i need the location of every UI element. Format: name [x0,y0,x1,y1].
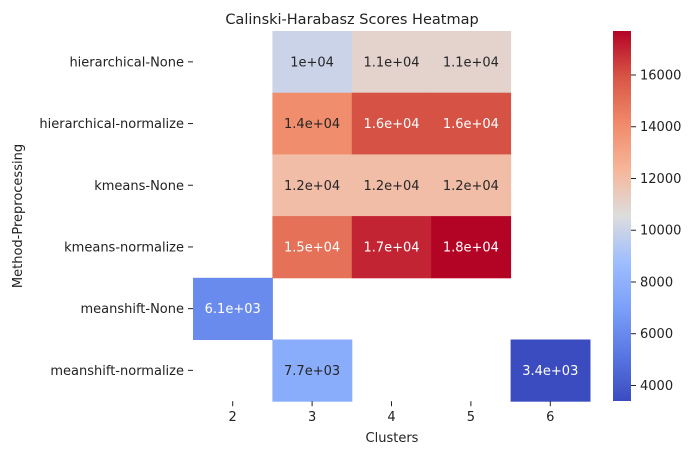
heatmap-cell [351,92,432,155]
cell-annotations: 1e+04 1.1e+04 1.1e+04 1.4e+04 1.6e+04 1.6e+04… [205,55,579,379]
cell-annotation: 1e+04 [290,55,334,70]
cell-annotation: 1.2e+04 [443,179,499,194]
y-axis-label: Method-Preprocessing [11,144,26,288]
colorbar-tick-label: 14000 [640,120,681,135]
heatmap-cell [272,339,353,402]
colorbar-tick-label: 4000 [640,379,673,394]
heatmap-cell [351,154,432,217]
cell-annotation: 7.7e+03 [284,364,340,379]
colorbar-tick-label: 12000 [640,172,681,187]
cell-annotation: 1.6e+04 [363,117,419,132]
x-tick-label: 4 [387,410,395,425]
heatmap-cell [351,216,432,279]
cell-annotation: 1.5e+04 [284,240,340,255]
heatmap-cell [193,277,273,340]
y-tick-label: hierarchical-normalize [39,117,184,132]
x-axis: 2 3 4 5 6 [229,401,554,425]
heatmap-cell [431,92,512,155]
cell-annotation: 1.7e+04 [363,240,419,255]
heatmap-cell [431,31,512,94]
cell-annotation: 3.4e+03 [522,364,578,379]
y-tick-label: meanshift-None [80,302,184,317]
colorbar-tick-label: 6000 [640,327,673,342]
heatmap-cell [431,216,512,279]
cell-annotation: 1.1e+04 [443,55,499,70]
heatmap-cell [272,216,353,279]
cell-annotation: 1.8e+04 [443,240,499,255]
heatmap-cell [510,339,591,402]
y-axis: hierarchical-None hierarchical-normalize k… [39,55,193,379]
cell-annotation: 1.2e+04 [363,179,419,194]
x-tick-label: 5 [467,410,475,425]
heatmap-cell [272,154,353,217]
colorbar [613,31,631,401]
x-tick-label: 3 [308,410,316,425]
cell-annotation: 1.4e+04 [284,117,340,132]
y-tick-label: kmeans-None [94,179,184,194]
heatmap-cell [431,154,512,217]
chart-title: Calinski-Harabasz Scores Heatmap [225,12,478,28]
y-tick-label: hierarchical-None [69,55,184,70]
x-axis-label: Clusters [366,431,419,446]
x-tick-label: 6 [546,410,554,425]
heatmap-cell [272,31,353,94]
heatmap-cell [272,92,353,155]
cell-annotation: 1.6e+04 [443,117,499,132]
cell-annotation: 6.1e+03 [205,302,261,317]
colorbar-tick-label: 8000 [640,275,673,290]
heatmap-cell [351,31,432,94]
y-tick-label: meanshift-normalize [50,364,184,379]
x-tick-label: 2 [229,410,237,425]
y-tick-label: kmeans-normalize [64,240,184,255]
colorbar-tick-label: 16000 [640,68,681,83]
heatmap-cells [193,31,591,402]
cell-annotation: 1.2e+04 [284,179,340,194]
cell-annotation: 1.1e+04 [363,55,419,70]
colorbar-tick-label: 10000 [640,224,681,239]
colorbar-ticks: 4000 6000 8000 10000 12000 14000 16000 [631,68,681,394]
